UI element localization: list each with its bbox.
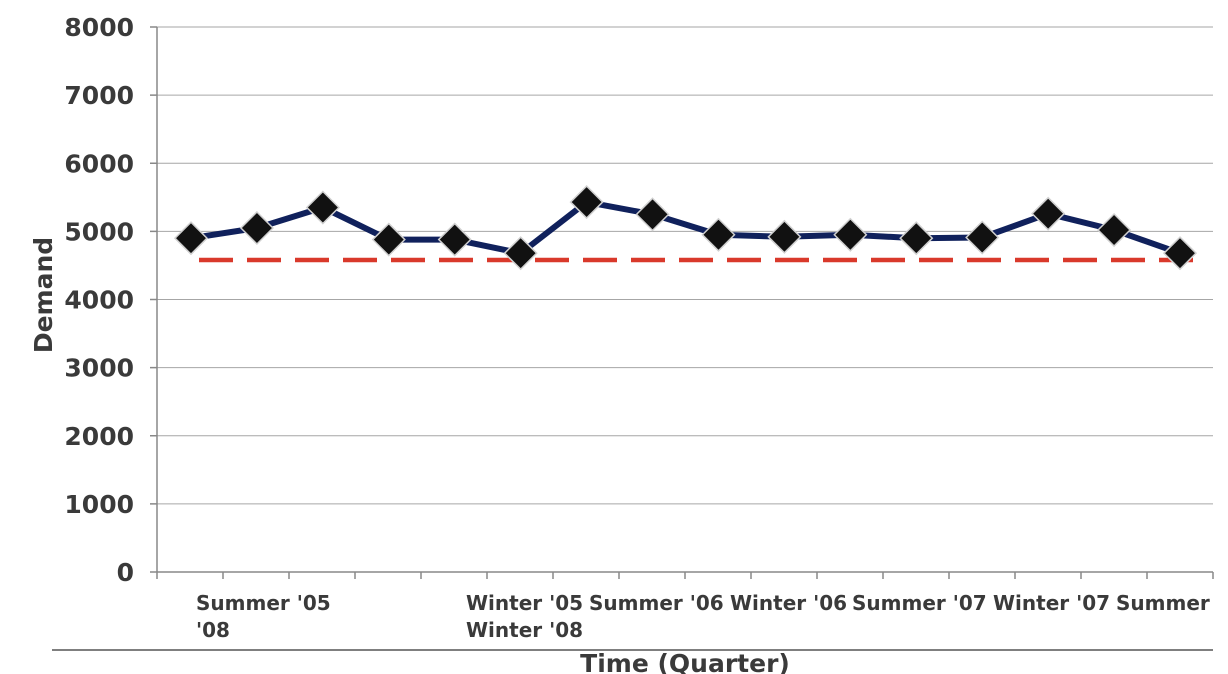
data-point-marker — [1031, 196, 1066, 231]
data-point-marker — [1162, 236, 1198, 271]
data-point-marker — [503, 236, 538, 271]
y-tick-label: 8000 — [64, 13, 134, 42]
data-point-marker — [305, 190, 340, 225]
y-tick-label: 4000 — [64, 286, 134, 315]
data-point-marker — [899, 221, 934, 256]
data-point-marker — [173, 221, 209, 256]
axes — [52, 27, 1213, 651]
data-point-marker — [437, 222, 472, 257]
y-axis-title: Demand — [29, 237, 58, 353]
x-tick-labels: Summer '05 Winter '05 Summer '06 Winter '06… — [196, 591, 1210, 642]
data-point-marker — [635, 197, 670, 232]
x-tick-label: Winter '05 — [466, 591, 583, 615]
data-point-marker — [701, 217, 736, 252]
data-point-marker — [1097, 212, 1132, 248]
data-point-marker — [239, 210, 274, 246]
data-point-marker — [833, 217, 868, 252]
y-tick-label: 5000 — [64, 217, 134, 246]
x-tick-label: Summer '05 — [196, 591, 331, 615]
data-point-marker — [371, 222, 406, 257]
series-line — [190, 199, 1181, 257]
y-tick-label: 0 — [117, 558, 134, 587]
gridlines — [150, 26, 1213, 573]
x-tick-label: Summer '07 — [852, 591, 987, 615]
series-group — [173, 185, 1198, 271]
y-tick-label: 6000 — [64, 149, 134, 178]
y-tick-label: 2000 — [64, 422, 134, 451]
x-tick-label: Summer '06 — [589, 591, 724, 615]
y-tick-label: 1000 — [64, 490, 134, 519]
x-tick-label: Winter '07 — [993, 591, 1110, 615]
y-tick-labels: 0 1000 2000 3000 4000 5000 6000 7000 8000 — [64, 13, 134, 587]
x-axis-title: Time (Quarter) — [580, 649, 790, 674]
y-tick-label: 3000 — [64, 354, 134, 383]
data-point-marker — [767, 219, 802, 254]
x-tick-label: Winter '06 — [730, 591, 847, 615]
x-tick-marks — [156, 572, 1214, 579]
x-tick-label: Winter '08 — [466, 618, 583, 642]
data-point-marker — [965, 220, 1000, 255]
data-point-marker — [569, 185, 604, 220]
x-tick-label: Summer — [1116, 591, 1210, 615]
y-tick-label: 7000 — [64, 81, 134, 110]
x-tick-label: '08 — [196, 618, 230, 642]
